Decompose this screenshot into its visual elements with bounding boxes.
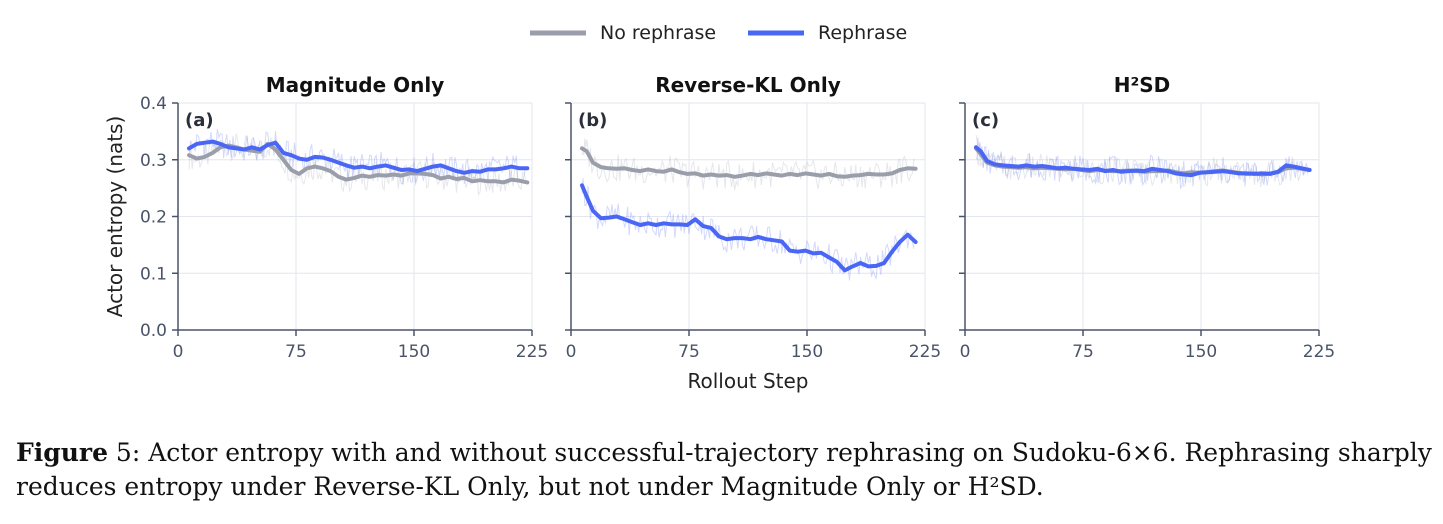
panel-c: 0 75 150 225 H²SD (c) — [959, 73, 1335, 362]
caption-text-1: : Actor entropy with and without success… — [131, 438, 1432, 467]
figure-chart: No rephrase Rephrase 0.0 0.1 0.2 0.3 0.4 0 75 15… — [103, 22, 1335, 393]
legend-label-no-rephrase: No rephrase — [600, 22, 716, 44]
x-tick-label: 150 — [398, 342, 430, 362]
raw-trace-no-rephrase — [975, 134, 1309, 188]
caption-line-1: Figure 5: Actor entropy with and without… — [16, 436, 1436, 470]
panel-title: Reverse-KL Only — [655, 73, 841, 97]
figure-caption: Figure 5: Actor entropy with and without… — [16, 436, 1436, 504]
x-tick-label: 225 — [1303, 342, 1335, 362]
panel-title: Magnitude Only — [266, 73, 445, 97]
y-tick-label: 0.1 — [140, 264, 167, 284]
x-tick-label: 75 — [678, 342, 700, 362]
series-line-no-rephrase — [580, 146, 918, 179]
panel-title: H²SD — [1114, 73, 1171, 97]
x-tick-label: 225 — [909, 342, 941, 362]
y-tick-label: 0.3 — [140, 151, 167, 171]
caption-number: 5 — [107, 438, 132, 467]
series-line-rephrase — [974, 145, 1312, 178]
y-tick-label: 0.0 — [140, 321, 167, 341]
panel-b: 0 75 150 225 Reverse-KL Only (b) Rollout Step — [565, 73, 941, 393]
x-tick-label: 75 — [285, 342, 307, 362]
chart-panels: 0.0 0.1 0.2 0.3 0.4 0 75 150 225 Magnitude Only (a… — [103, 73, 1335, 393]
x-tick-label: 0 — [173, 342, 184, 362]
legend-label-rephrase: Rephrase — [818, 22, 907, 44]
panel-a: 0.0 0.1 0.2 0.3 0.4 0 75 150 225 Magnitude Only (a… — [103, 73, 548, 362]
legend: No rephrase Rephrase — [530, 22, 907, 44]
caption-label: Figure — [16, 438, 108, 467]
x-tick-label: 225 — [516, 342, 548, 362]
x-tick-label: 0 — [566, 342, 577, 362]
x-tick-label: 150 — [1185, 342, 1217, 362]
panel-letter: (a) — [185, 110, 214, 131]
raw-trace-no-rephrase — [581, 138, 915, 191]
y-axis-label: Actor entropy (nats) — [103, 116, 127, 318]
y-tick-label: 0.2 — [140, 208, 167, 228]
panel-letter: (b) — [578, 110, 607, 131]
y-tick-label: 0.4 — [140, 94, 167, 114]
caption-line-2: reduces entropy under Reverse-KL Only, b… — [16, 472, 1044, 501]
series-line-rephrase — [187, 139, 530, 175]
panel-letter: (c) — [972, 110, 999, 131]
x-tick-label: 75 — [1072, 342, 1094, 362]
raw-trace-rephrase — [975, 137, 1309, 190]
series-line-rephrase — [580, 183, 918, 273]
x-tick-label: 0 — [960, 342, 971, 362]
x-tick-label: 150 — [791, 342, 823, 362]
x-axis-label: Rollout Step — [688, 369, 809, 393]
